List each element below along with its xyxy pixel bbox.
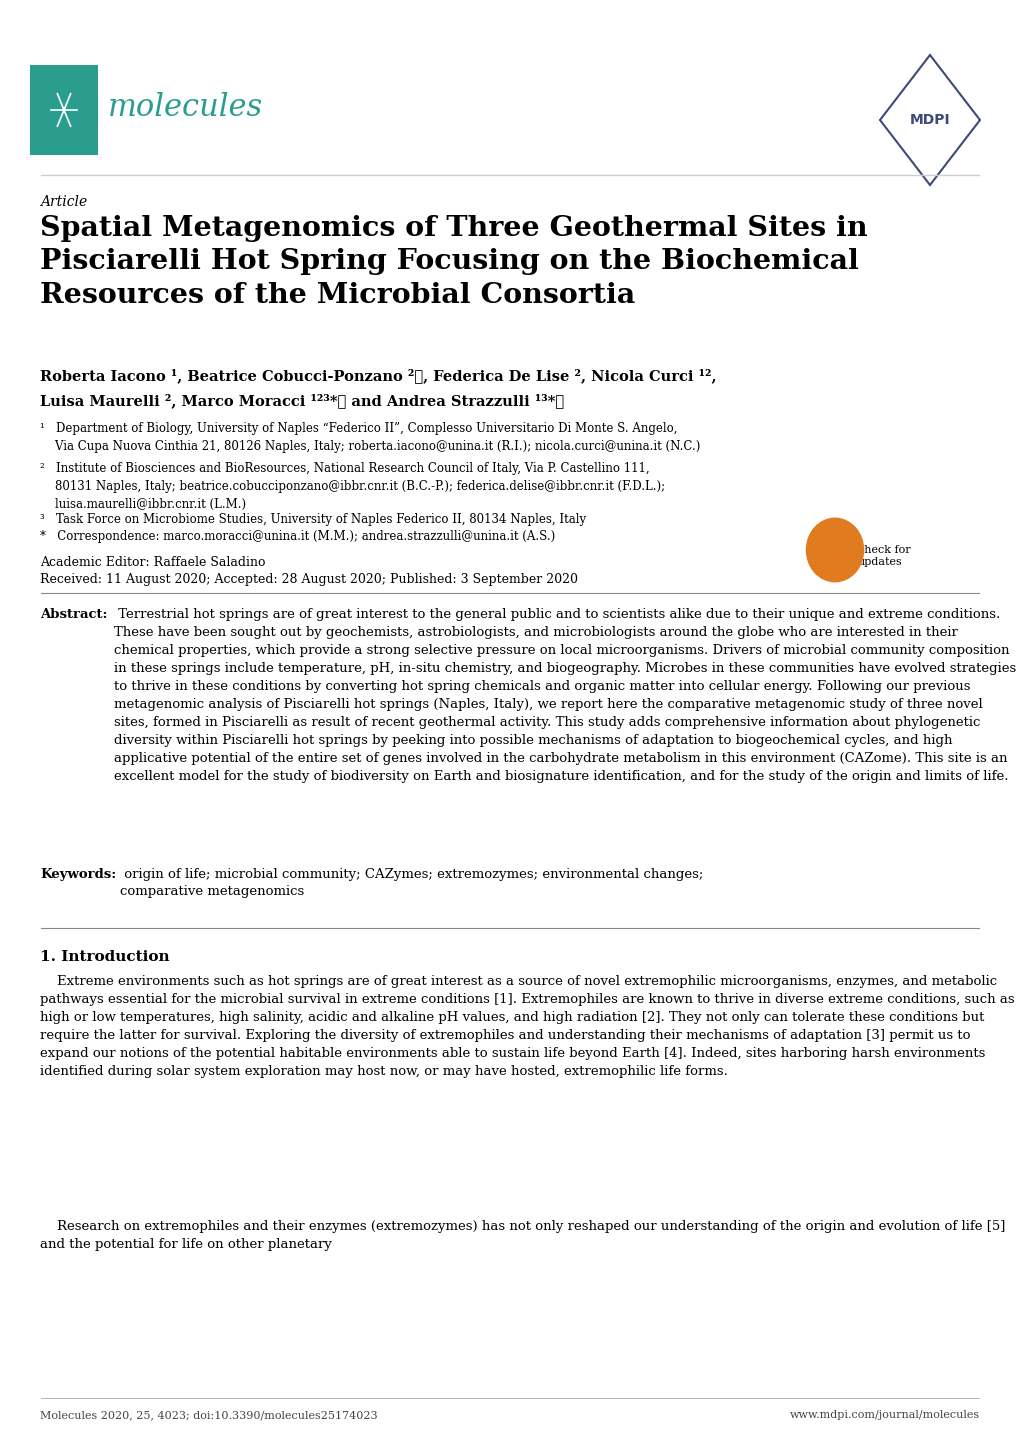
Text: origin of life; microbial community; CAZymes; extremozymes; environmental change: origin of life; microbial community; CAZ… [120,868,703,898]
Text: Roberta Iacono ¹, Beatrice Cobucci-Ponzano ²ⓘ, Federica De Lise ², Nicola Curci : Roberta Iacono ¹, Beatrice Cobucci-Ponza… [40,368,715,382]
Text: Terrestrial hot springs are of great interest to the general public and to scien: Terrestrial hot springs are of great int… [114,609,1015,783]
Ellipse shape [806,518,863,581]
Text: Luisa Maurelli ², Marco Moracci ¹²³*ⓘ and Andrea Strazzulli ¹³*ⓘ: Luisa Maurelli ², Marco Moracci ¹²³*ⓘ an… [40,394,564,408]
Text: ³   Task Force on Microbiome Studies, University of Naples Federico II, 80134 Na: ³ Task Force on Microbiome Studies, Univ… [40,513,586,526]
Text: Received: 11 August 2020; Accepted: 28 August 2020; Published: 3 September 2020: Received: 11 August 2020; Accepted: 28 A… [40,572,578,585]
Text: Article: Article [40,195,88,209]
Text: Abstract:: Abstract: [40,609,107,622]
Text: ²   Institute of Biosciences and BioResources, National Research Council of Ital: ² Institute of Biosciences and BioResour… [40,461,664,510]
Text: ¹   Department of Biology, University of Naples “Federico II”, Complesso Univers: ¹ Department of Biology, University of N… [40,423,700,453]
Text: ✓: ✓ [826,541,842,559]
Text: 1. Introduction: 1. Introduction [40,950,169,965]
Text: www.mdpi.com/journal/molecules: www.mdpi.com/journal/molecules [789,1410,979,1420]
Text: Molecules 2020, 25, 4023; doi:10.3390/molecules25174023: Molecules 2020, 25, 4023; doi:10.3390/mo… [40,1410,377,1420]
Text: check for
updates: check for updates [857,545,910,567]
Text: Extreme environments such as hot springs are of great interest as a source of no: Extreme environments such as hot springs… [40,975,1014,1079]
Text: MDPI: MDPI [909,112,950,127]
Text: Academic Editor: Raffaele Saladino: Academic Editor: Raffaele Saladino [40,557,265,570]
Text: *   Correspondence: marco.moracci@unina.it (M.M.); andrea.strazzulli@unina.it (A: * Correspondence: marco.moracci@unina.it… [40,531,554,544]
Text: Keywords:: Keywords: [40,868,116,881]
FancyBboxPatch shape [30,65,98,154]
Text: Spatial Metagenomics of Three Geothermal Sites in
Pisciarelli Hot Spring Focusin: Spatial Metagenomics of Three Geothermal… [40,215,867,309]
Text: Research on extremophiles and their enzymes (extremozymes) has not only reshaped: Research on extremophiles and their enzy… [40,1220,1005,1252]
Text: molecules: molecules [108,92,263,124]
